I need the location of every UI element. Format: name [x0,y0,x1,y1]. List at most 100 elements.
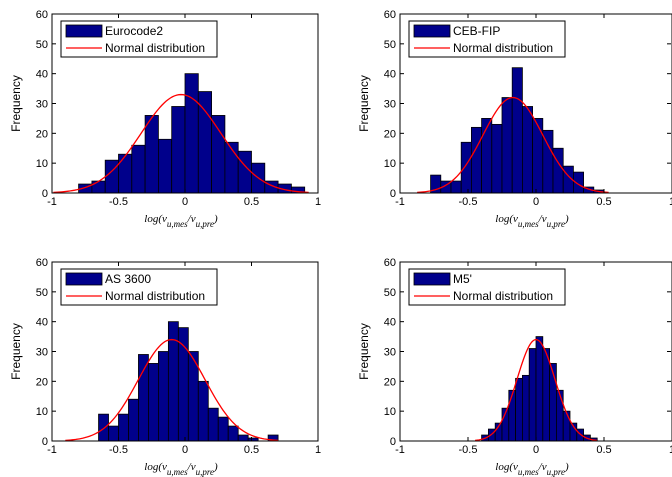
x-tick-label: 0 [533,196,539,208]
y-tick-label: 20 [36,128,48,140]
histogram-bar [522,106,534,194]
histogram-bar [511,67,523,194]
y-tick-label: 20 [36,376,48,388]
y-tick-label: 60 [384,9,396,21]
legend-label-histogram: Eurocode2 [105,24,163,38]
x-tick-label: 1 [669,444,672,456]
histogram-bar [450,180,462,194]
x-axis-label-subscript: u,mes [518,467,539,477]
histogram-bar [197,91,213,194]
x-tick-label: 0.5 [244,196,259,208]
y-axis-label: Frequency [9,323,23,380]
histogram-bar [148,363,159,442]
x-tick-label: -0.5 [109,444,128,456]
y-axis-label: Frequency [357,75,371,132]
histogram-bar [470,126,482,194]
histogram-bar [542,348,550,442]
x-axis-label-subscript: u,pre [196,467,214,477]
legend-box [408,20,566,58]
legend-label-normal: Normal distribution [105,41,205,55]
histogram-bar [131,144,146,194]
histogram-bar [576,428,584,442]
legend-label-histogram: CEB-FIP [453,24,500,38]
y-tick-label: 10 [36,406,48,418]
histogram-bar [535,336,544,442]
x-tick-label: -0.5 [459,196,478,208]
x-tick-label: 0 [182,444,188,456]
histogram-bar [118,153,133,194]
x-axis-label-part: ) [564,461,569,473]
x-axis-label-part: /v [538,461,547,473]
x-tick-label: -1 [395,196,405,208]
histogram-bar [542,129,554,194]
histogram-bar [171,106,186,194]
histogram-bar [184,73,199,194]
legend-label-normal: Normal distribution [453,41,553,55]
histogram-bar [522,374,530,442]
y-tick-label: 30 [384,99,396,111]
histogram-bar [108,425,119,442]
x-tick-label: 1 [315,196,321,208]
y-tick-label: 40 [384,69,396,81]
x-axis-label-subscript: u,pre [547,467,565,477]
histogram-bar [237,434,249,442]
histogram-bar [227,425,239,442]
y-axis-label: Frequency [9,75,23,132]
histogram-bar [460,141,472,194]
y-tick-label: 0 [390,188,396,200]
x-axis-label-subscript: u,mes [167,467,188,477]
histogram-bar [157,351,169,442]
normal-distribution-curve [53,93,309,194]
y-axis-label: Frequency [357,323,371,380]
x-tick-label: -0.5 [459,444,478,456]
y-tick-label: 60 [384,257,396,269]
y-tick-label: 0 [42,188,48,200]
x-tick-label: -1 [47,444,57,456]
y-tick-label: 20 [384,376,396,388]
histogram-bar [562,410,571,442]
legend-label-normal: Normal distribution [105,289,205,303]
normal-distribution-curve [475,338,597,442]
histogram-bar [552,147,564,194]
legend-label-histogram: AS 3600 [105,272,151,286]
y-tick-label: 30 [36,99,48,111]
y-tick-label: 20 [384,128,396,140]
histogram-bar [508,389,516,442]
x-tick-label: 0.5 [244,444,259,456]
x-axis-label-part: /v [187,213,196,225]
histogram-bar [138,354,149,442]
y-tick-label: 50 [384,39,396,51]
x-axis-label-part: /v [538,213,547,225]
histogram-bar [98,413,109,442]
normal-distribution-curve [65,338,279,442]
x-axis-label: log(vu,mes/vu,pre) [144,461,218,477]
y-tick-label: 10 [384,158,396,170]
x-axis-label-subscript: u,mes [518,219,539,229]
histogram-bar [157,138,173,194]
chart-panel-3: -1 -0.5 0 0.5 10102030405060Frequencylog(vu,… [9,257,321,477]
x-tick-label: 1 [669,196,672,208]
y-tick-label: 10 [384,406,396,418]
y-tick-label: 60 [36,257,48,269]
y-tick-label: 10 [36,158,48,170]
x-axis-label-part: ) [564,213,569,225]
histogram-bar [128,398,139,442]
x-axis-label-part: /v [187,461,196,473]
histogram-bar [528,348,537,442]
histogram-bar [177,327,189,442]
legend-swatch-bars [65,24,103,38]
y-tick-label: 50 [384,287,396,299]
x-tick-label: 0 [533,444,539,456]
x-tick-label: 0.5 [596,444,611,456]
legend-swatch-bars [413,24,451,38]
histogram-bar [217,416,229,442]
y-tick-label: 60 [36,9,48,21]
x-tick-label: 0 [182,196,188,208]
histogram-bar [237,150,252,194]
x-axis-label: log(vu,mes/vu,pre) [495,461,569,477]
x-tick-label: 1 [315,444,321,456]
histogram-bar [211,115,226,194]
normal-distribution-curve [417,96,609,194]
x-axis-label-part: log(v [144,213,167,225]
